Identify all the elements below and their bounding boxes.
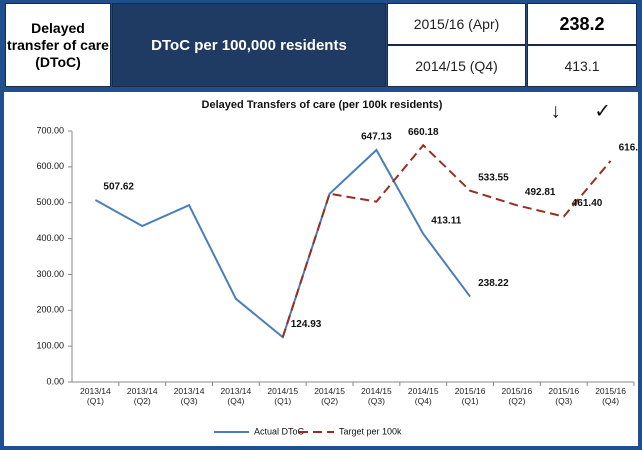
chart-title: Delayed Transfers of care (per 100k resi… [202,99,443,111]
current-value: 238.2 [527,3,637,45]
x-tick-label: 2014/15 (Q1) [267,386,299,406]
data-label: 660.18 [408,127,439,138]
x-tick-label: 2015/16 (Q4) [595,386,626,406]
kpi-title: DToC per 100,000 residents [112,3,386,87]
x-tick-label: 2013/14 (Q2) [126,386,158,406]
previous-period: 2014/15 (Q4) [387,45,526,87]
series-line [94,148,471,339]
kpi-label: Delayed transfer of care (DToC) [5,3,111,87]
y-tick-label: 600.00 [36,161,64,171]
data-label: 124.93 [291,319,322,330]
chart-area: Delayed Transfers of care (per 100k resi… [4,92,638,446]
y-tick-label: 500.00 [36,197,64,207]
previous-value: 413.1 [527,45,637,87]
current-period: 2015/16 (Apr) [387,3,526,45]
y-tick-label: 400.00 [36,233,64,243]
y-tick-label: 0.00 [46,376,64,386]
data-label: 238.22 [478,278,509,289]
legend-label: Actual DToC [254,426,305,436]
data-label: 413.11 [431,216,461,227]
x-tick-label: 2013/14 (Q4) [220,386,252,406]
annotation: ↓ [551,100,561,122]
y-tick-label: 200.00 [36,305,64,315]
x-tick-label: 2015/16 (Q2) [501,386,533,406]
x-tick-label: 2014/15 (Q3) [361,386,392,406]
x-tick-label: 2015/16 (Q3) [548,386,580,406]
x-tick-label: 2015/16 (Q1) [454,386,486,406]
data-label: 647.13 [361,132,392,143]
y-tick-label: 700.00 [36,125,64,135]
data-label: 616.65 [619,143,638,154]
data-label: 533.55 [478,172,509,183]
data-label: 492.81 [525,187,556,198]
x-tick-label: 2013/14 (Q3) [173,386,205,406]
legend-label: Target per 100k [339,426,402,436]
y-tick-label: 300.00 [36,269,64,279]
y-tick-label: 100.00 [36,341,64,351]
x-tick-label: 2013/14 (Q1) [80,386,111,406]
x-tick-label: 2014/15 (Q2) [314,386,345,406]
data-label: 507.62 [103,182,134,193]
x-tick-label: 2014/15 (Q4) [407,386,439,406]
chart: Delayed Transfers of care (per 100k resi… [36,99,638,436]
annotation: ✓ [594,100,611,122]
data-label: 461.40 [572,198,603,209]
series-line [281,143,612,338]
